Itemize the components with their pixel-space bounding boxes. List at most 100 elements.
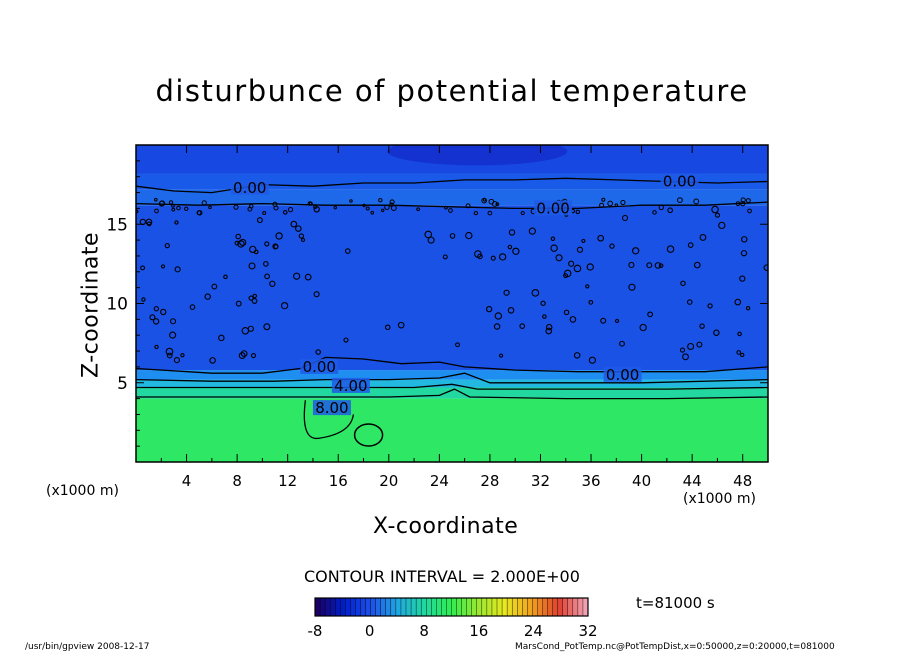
noise-cell: [507, 307, 515, 314]
noise-cell: [482, 198, 487, 202]
band-cyan: [136, 379, 768, 388]
noise-cell: [424, 230, 433, 239]
colorbar-cell: [415, 597, 422, 617]
noise-cell: [168, 200, 174, 205]
noise-cell: [503, 289, 510, 296]
noise-cell: [693, 198, 700, 205]
colorbar-cell: [319, 597, 326, 617]
noise-cell: [601, 197, 606, 202]
noise-cell: [455, 342, 460, 348]
noise-cell: [588, 356, 596, 364]
noise-cell: [304, 273, 312, 281]
noise-cell: [745, 305, 751, 311]
noise-cell: [171, 207, 176, 212]
noise-cell: [576, 246, 584, 253]
source-footer: MarsCond_PotTemp.nc@PotTempDist,x=0:5000…: [515, 642, 835, 652]
noise-cell: [275, 232, 283, 240]
noise-cell: [686, 299, 693, 305]
noise-cell: [474, 250, 482, 258]
noise-cell: [344, 248, 351, 254]
noise-cell: [300, 237, 306, 243]
noise-cell: [171, 203, 175, 208]
noise-cell: [166, 352, 173, 359]
contour-line-upper: [136, 177, 768, 194]
noise-cell: [308, 201, 313, 206]
x-tick-label: 44: [683, 472, 702, 490]
noise-cell: [169, 331, 177, 339]
noise-cell: [658, 263, 664, 268]
noise-cell: [280, 301, 289, 310]
noise-cell: [448, 208, 453, 213]
noise-cell: [740, 250, 748, 257]
program-footer: /usr/bin/gpview 2008-12-17: [25, 642, 150, 652]
noise-cell: [153, 306, 159, 312]
noise-cell: [718, 221, 726, 230]
noise-cell: [164, 243, 170, 249]
noise-cell: [677, 197, 683, 203]
noise-cell: [189, 304, 196, 310]
noise-cell: [747, 208, 752, 214]
noise-cell: [498, 253, 507, 261]
noise-cell: [699, 234, 707, 241]
noise-cell: [176, 205, 181, 211]
colorbar-cell: [370, 597, 377, 617]
colorbar-cell: [324, 597, 331, 617]
noise-cell: [263, 323, 271, 331]
noise-cell: [736, 350, 742, 355]
noise-cell: [240, 350, 248, 357]
noise-cell: [249, 245, 257, 254]
noise-cell: [680, 280, 686, 287]
noise-cell: [204, 293, 211, 300]
noise-cell: [745, 198, 751, 203]
noise-cell: [174, 220, 179, 225]
noise-cell: [586, 263, 594, 271]
x-tick-label: 4: [182, 472, 192, 490]
noise-cell: [239, 238, 247, 247]
contour-field: 0.00 0.000.000.00 0.004.008.00: [136, 145, 768, 462]
y-tick-label: 10: [106, 295, 128, 315]
colorbar-cell: [350, 597, 356, 617]
noise-cell: [487, 210, 493, 216]
contour-line-2: [136, 372, 768, 384]
noise-cell: [247, 325, 254, 332]
noise-cell: [508, 229, 516, 236]
noise-cell: [343, 337, 349, 343]
noise-cell: [563, 273, 569, 279]
noise-cell: [384, 204, 390, 210]
noise-cell: [233, 204, 239, 210]
noise-cell: [272, 201, 278, 207]
noise-cell: [597, 234, 605, 242]
noise-cell: [158, 200, 165, 207]
noise-cell: [741, 236, 748, 243]
noise-cell: [588, 299, 594, 305]
noise-cell: [545, 323, 553, 331]
noise-cell: [313, 291, 320, 298]
colorbar-cell: [486, 597, 493, 617]
colorbar-cell: [390, 597, 397, 617]
noise-cell: [528, 227, 536, 235]
noise-cell: [293, 272, 301, 280]
noise-cell: [235, 300, 242, 307]
noise-cell: [628, 283, 636, 291]
colorbar-cell: [547, 597, 554, 617]
x-tick-label: 32: [531, 472, 550, 490]
x-axis-label: X-coordinate: [373, 514, 519, 539]
noise-cell: [639, 323, 647, 332]
noise-cell: [737, 331, 742, 337]
colorbar-cell: [360, 597, 367, 617]
noise-cell: [519, 323, 526, 329]
noise-cell: [149, 314, 156, 321]
colorbar-cell: [405, 597, 412, 617]
noise-cell: [154, 208, 159, 214]
noise-cell: [298, 233, 305, 239]
colorbar-cell: [517, 597, 523, 617]
noise-cell: [620, 199, 626, 206]
noise-cell: [711, 205, 719, 214]
noise-cell: [465, 231, 473, 240]
colorbar-cell: [481, 597, 488, 617]
band-lower-green: [136, 398, 768, 462]
noise-cell: [184, 206, 189, 212]
x-tick-label: 48: [733, 472, 752, 490]
noise-cell: [647, 311, 654, 318]
colorbar-tick-label: -8: [308, 622, 323, 640]
